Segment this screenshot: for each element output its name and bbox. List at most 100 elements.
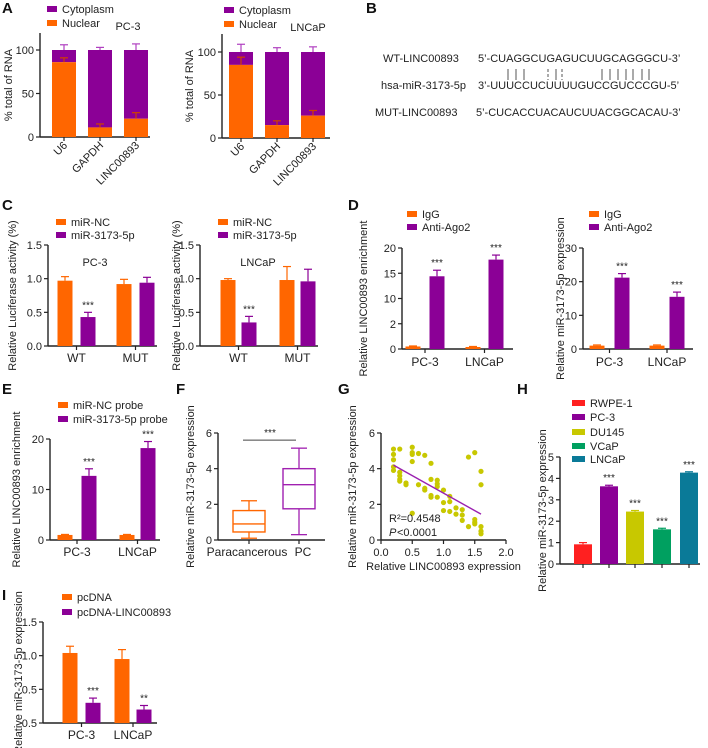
data-point [397, 478, 403, 484]
legend-swatch [218, 232, 228, 238]
bar-mir-3173-5p [80, 317, 96, 346]
data-point [409, 444, 415, 450]
data-point [422, 452, 428, 458]
bar-cytoplasm [265, 52, 289, 126]
data-point [397, 473, 403, 479]
bar-igg [589, 345, 605, 349]
y-tick-label: 0 [206, 535, 212, 547]
data-point [397, 446, 403, 452]
legend-label: miR-NC [71, 217, 110, 229]
p-value: <0.0001 [397, 527, 437, 539]
bar-cytoplasm [124, 50, 148, 119]
y-tick-label: 10 [32, 485, 44, 497]
bar-pcdna-linc00893 [136, 709, 152, 723]
data-point [440, 507, 447, 514]
data-point [390, 457, 397, 463]
bar-mir-3173-5p [139, 282, 155, 346]
legend-swatch [572, 400, 585, 406]
y-tick-label: 0.5 [22, 684, 37, 696]
y-tick-label: 0 [210, 133, 216, 145]
significance-label: ** [140, 693, 148, 704]
legend-swatch [58, 402, 68, 408]
data-point [428, 460, 434, 466]
bar-pcdna [114, 659, 130, 723]
y-tick-label: 1.5 [179, 240, 194, 252]
y-tick-label: 1 [548, 538, 554, 550]
y-tick-label: 4 [369, 464, 375, 476]
y-tick-label: 1.0 [22, 651, 37, 663]
x-tick-label: GAPDH [70, 140, 106, 176]
y-tick-label: 10 [384, 294, 396, 306]
x-tick-label: Paracancerous [207, 545, 288, 559]
chart-title: LNCaP [240, 257, 275, 269]
legend-label: Nuclear [62, 18, 100, 30]
x-tick-label: PC-3 [68, 728, 96, 742]
x-tick-label: MUT [285, 351, 312, 365]
x-tick-label: PC-3 [63, 545, 91, 559]
legend-swatch [572, 414, 585, 420]
y-tick-label: 0.5 [27, 307, 42, 319]
y-tick-label: 0.0 [27, 341, 42, 353]
y-tick-label: 1.5 [22, 617, 37, 629]
panel-label-d: D [348, 197, 359, 214]
significance-label: *** [629, 499, 641, 510]
y-tick-label: 0 [548, 559, 554, 571]
data-point [478, 468, 484, 474]
y-tick-label: 50 [22, 89, 34, 101]
box [232, 509, 266, 533]
y-tick-label: 0 [390, 344, 396, 356]
y-tick-label: 2 [206, 499, 212, 511]
y-tick-label: 15 [384, 268, 396, 280]
bar-mir-nc [279, 280, 295, 346]
significance-label: *** [142, 430, 154, 441]
legend-swatch [407, 211, 417, 217]
bar-du145 [626, 511, 644, 564]
y-axis-label: Relative miR-3173-5p expression [537, 429, 549, 592]
chart-title: PC-3 [115, 21, 140, 33]
data-point [415, 450, 422, 457]
y-tick-label: 0 [38, 535, 44, 547]
data-point [465, 454, 472, 460]
data-point [390, 446, 397, 452]
y-tick-label: 6 [369, 428, 375, 440]
data-point [428, 476, 434, 482]
bar-pcdna [62, 652, 78, 723]
legend-label: miR-3173-5p probe [73, 414, 168, 426]
legend-label: Anti-Ago2 [422, 222, 470, 234]
legend-label: Nuclear [239, 19, 277, 31]
bar-mir-nc [57, 280, 73, 346]
panel-label-f: F [176, 381, 185, 398]
bar-mir-nc [116, 284, 132, 346]
significance-label: *** [87, 686, 99, 697]
data-point [434, 494, 440, 500]
legend-swatch [58, 416, 68, 422]
significance-label: *** [264, 428, 276, 439]
y-axis-label: Relative miR-3173-5p expression [347, 405, 359, 568]
data-point [459, 512, 465, 518]
legend-swatch [47, 6, 57, 12]
legend-label: miR-3173-5p [233, 230, 297, 242]
x-tick-label: PC [295, 545, 312, 559]
data-point [447, 508, 453, 515]
bar-mir-3173-5p [300, 281, 316, 346]
legend-label: pcDNA [77, 592, 113, 604]
data-point [478, 531, 484, 537]
y-tick-label: 100 [198, 47, 216, 59]
legend-swatch [47, 20, 57, 26]
y-tick-label: 4 [206, 464, 212, 476]
y-tick-label: 5 [548, 452, 554, 464]
x-tick-label: 0.5 [405, 547, 420, 559]
y-axis-label: % total of RNA [3, 48, 15, 121]
legend-swatch [224, 7, 234, 13]
data-point [390, 467, 397, 474]
x-tick-label: WT [67, 351, 86, 365]
data-point [390, 451, 397, 457]
significance-label: *** [616, 262, 628, 273]
x-tick-label: LNCaP [118, 545, 157, 559]
x-axis-label: Relative LINC00893 expression [366, 561, 521, 573]
significance-label: *** [683, 460, 695, 471]
legend-swatch [572, 443, 585, 449]
legend-label: LNCaP [590, 454, 625, 466]
bar-igg [649, 345, 665, 349]
